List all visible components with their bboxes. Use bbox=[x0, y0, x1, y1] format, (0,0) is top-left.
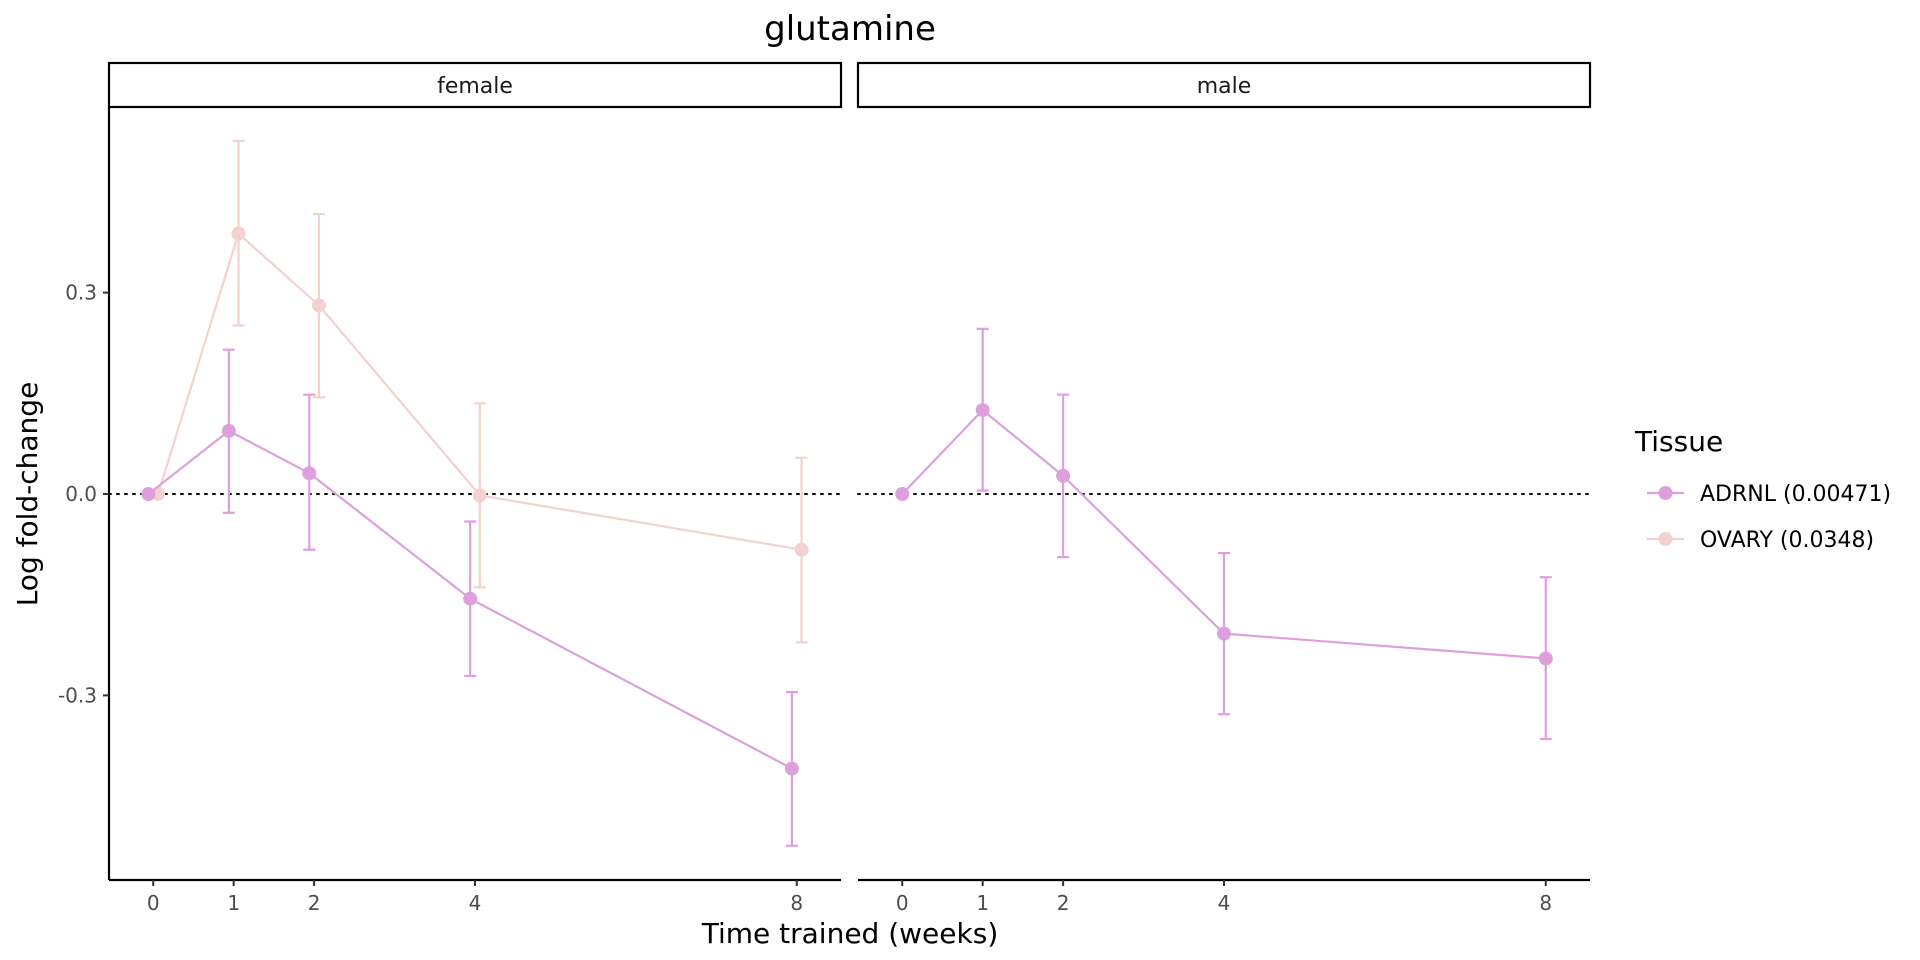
data-point bbox=[1538, 651, 1553, 666]
legend-title: Tissue bbox=[1634, 425, 1723, 458]
data-point bbox=[302, 466, 317, 481]
x-tick-label: 4 bbox=[469, 891, 482, 915]
legend: Tissue ADRNL (0.00471) OVARY (0.0348) bbox=[1634, 425, 1891, 553]
x-tick-label: 0 bbox=[147, 891, 160, 915]
x-tick-label: 8 bbox=[790, 891, 803, 915]
x-axis-title: Time trained (weeks) bbox=[701, 917, 999, 950]
data-point bbox=[141, 487, 156, 501]
chart-title: glutamine bbox=[764, 9, 936, 49]
y-tick-label: -0.3 bbox=[58, 683, 97, 707]
x-tick-label: 8 bbox=[1539, 891, 1552, 915]
facet-strip-label: female bbox=[437, 74, 513, 99]
series-adrnl bbox=[895, 327, 1553, 741]
x-tick-label: 4 bbox=[1218, 891, 1231, 915]
facet-strip-label: male bbox=[1197, 74, 1252, 99]
data-point bbox=[895, 487, 910, 501]
data-point bbox=[231, 226, 246, 241]
facet-strip bbox=[856, 61, 1592, 109]
data-point bbox=[311, 298, 326, 313]
y-tick-label: 0.3 bbox=[65, 281, 97, 305]
panel-male: male 0 1 2 4 8 bbox=[856, 61, 1592, 915]
data-point bbox=[463, 591, 478, 606]
legend-key-point bbox=[1658, 532, 1673, 546]
series-ovary bbox=[151, 139, 809, 644]
x-tick-label: 1 bbox=[976, 891, 989, 915]
data-point bbox=[794, 542, 809, 557]
facet-strip bbox=[107, 61, 843, 109]
series-adrnl bbox=[141, 348, 799, 847]
data-point bbox=[221, 423, 236, 438]
x-tick-label: 1 bbox=[227, 891, 240, 915]
legend-entries: ADRNL (0.00471) OVARY (0.0348) bbox=[1647, 482, 1891, 553]
legend-entry: ADRNL (0.00471) bbox=[1647, 482, 1891, 507]
y-tick-label: 0.0 bbox=[65, 482, 97, 506]
data-point bbox=[1217, 626, 1231, 641]
x-tick-label: 0 bbox=[896, 891, 909, 915]
legend-label: OVARY (0.0348) bbox=[1700, 528, 1874, 553]
y-axis-title: Log fold-change bbox=[11, 382, 44, 607]
facet-panels: female -0.3 0.0 0.3 0 1 2 4 8 male 0 1 2 4 8 bbox=[58, 61, 1592, 915]
legend-key-point bbox=[1658, 486, 1673, 500]
x-tick-label: 2 bbox=[1057, 891, 1070, 915]
data-point bbox=[1056, 468, 1071, 483]
legend-entry: OVARY (0.0348) bbox=[1647, 528, 1874, 553]
x-tick-label: 2 bbox=[308, 891, 321, 915]
data-point bbox=[784, 761, 799, 776]
data-point bbox=[472, 488, 487, 503]
panel-female: female -0.3 0.0 0.3 0 1 2 4 8 bbox=[58, 61, 843, 915]
legend-label: ADRNL (0.00471) bbox=[1700, 482, 1891, 507]
data-point bbox=[975, 403, 990, 418]
